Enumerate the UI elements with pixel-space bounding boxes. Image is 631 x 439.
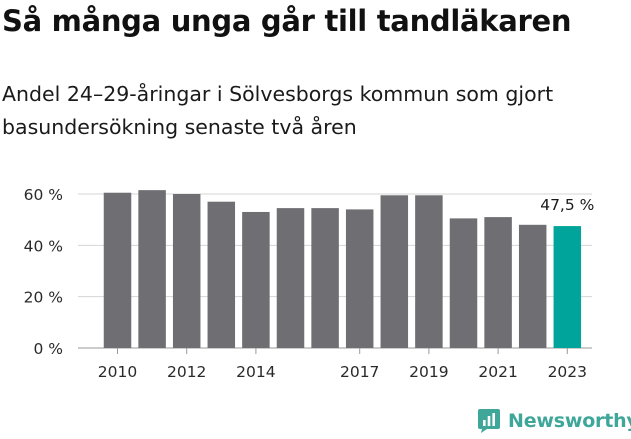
- brand: Newsworthy: [476, 408, 631, 434]
- bar-2022: [518, 224, 547, 348]
- bar-2015: [276, 208, 305, 348]
- bar-2011: [138, 190, 166, 348]
- brand-name: Newsworthy: [508, 410, 631, 432]
- y-axis-tick-labels: 0 % 20 % 40 % 60 %: [24, 186, 63, 358]
- x-tick-label: 2012: [167, 363, 206, 381]
- x-tick-label: 2021: [478, 363, 517, 381]
- y-tick-label: 20 %: [24, 289, 63, 307]
- bars: [103, 190, 582, 348]
- bar-2016: [311, 208, 339, 348]
- y-tick-label: 40 %: [24, 237, 63, 255]
- bar-2017: [345, 209, 374, 348]
- bar-2010: [103, 192, 132, 348]
- x-tick-label: 2017: [340, 363, 379, 381]
- highlight-data-label: 47,5 %: [540, 196, 594, 214]
- x-tick-label: 2010: [98, 363, 137, 381]
- x-axis-tick-labels: 2010 2012 2014 2017 2019 2021 2023: [98, 348, 587, 381]
- chart-title: Så många unga går till tandläkaren: [2, 4, 572, 38]
- chart-subtitle: Andel 24–29-åringar i Sölvesborgs kommun…: [2, 82, 554, 139]
- y-tick-label: 60 %: [24, 186, 63, 204]
- bar-2023: [553, 226, 582, 348]
- bar-2021: [484, 217, 512, 348]
- bar-2018: [380, 195, 409, 348]
- x-tick-label: 2014: [236, 363, 275, 381]
- x-tick-label: 2023: [548, 363, 587, 381]
- bar-2020: [449, 218, 478, 348]
- bar-2019: [415, 195, 443, 348]
- bar-2013: [207, 201, 236, 348]
- newsworthy-logo-icon: [478, 409, 500, 433]
- data-labels: 47,5 %: [540, 196, 594, 214]
- bar-chart: 0 % 20 % 40 % 60 % 2010 2012 2014 2017 2019 2021…: [24, 186, 595, 381]
- x-tick-label: 2019: [409, 363, 448, 381]
- bar-2014: [242, 211, 270, 348]
- bar-2012: [172, 194, 201, 348]
- y-tick-label: 0 %: [33, 340, 63, 358]
